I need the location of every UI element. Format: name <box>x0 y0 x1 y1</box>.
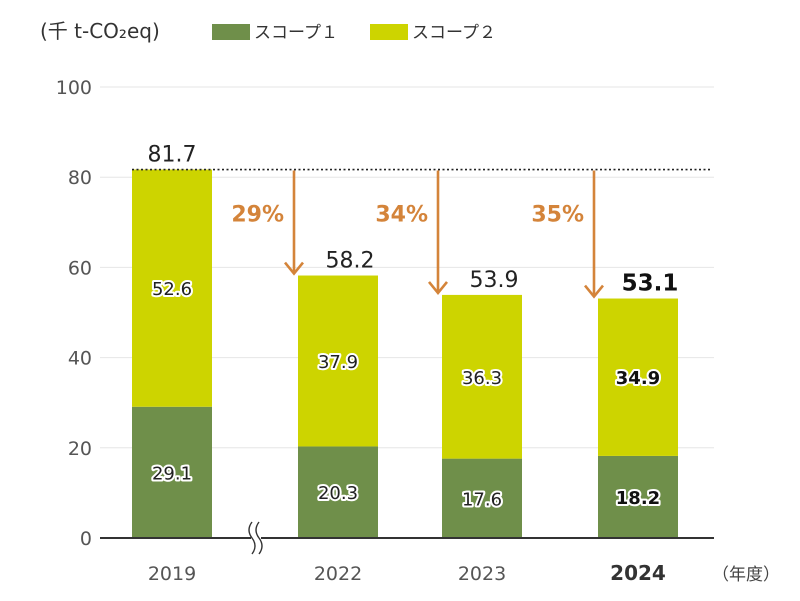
y-tick-80: 80 <box>68 167 92 189</box>
x-tick-2022: 2022 <box>314 563 362 585</box>
segment-label-2022-series2: 37.9 <box>318 352 358 373</box>
segment-labels: 29.1 52.6 20.3 37.9 17.6 36.3 18.2 34.9 <box>150 277 662 512</box>
reduction-arrow-head-2022 <box>283 261 305 276</box>
reduction-arrows: 29% 34% 35% <box>231 170 605 299</box>
bars <box>132 169 678 538</box>
bar-2023-series2 <box>442 294 522 459</box>
x-tick-2024: 2024 <box>610 561 666 585</box>
unit-label: (千 t-CO₂eq) <box>40 19 160 43</box>
reduction-label-2024: 35% <box>531 203 584 228</box>
segment-label-2019-series2: 52.6 <box>152 279 192 300</box>
x-axis <box>100 521 714 555</box>
axis-break-mark-2 <box>255 521 263 555</box>
y-axis-ticks: 0 20 40 60 80 100 <box>56 77 92 550</box>
legend: スコープ１ スコープ２ <box>212 23 496 43</box>
y-tick-40: 40 <box>68 348 92 370</box>
legend-swatch-1 <box>212 24 250 40</box>
legend-swatch-2 <box>370 24 408 40</box>
bar-2022-series2 <box>298 275 378 447</box>
legend-label-2: スコープ２ <box>412 23 496 43</box>
segment-label-2024-series2: 34.9 <box>616 368 660 389</box>
x-axis-ticks: 2019 2022 2023 2024 <box>148 561 666 585</box>
bar-2023-series1 <box>442 458 522 538</box>
segment-label-2023-series2: 36.3 <box>462 368 502 389</box>
bar-2019-series1 <box>132 406 212 538</box>
reduction-arrow-head-2024 <box>583 284 605 299</box>
segment-label-2023-series1: 17.6 <box>462 489 502 510</box>
axis-break-mark-1 <box>248 521 256 555</box>
bar-2019-series2 <box>132 169 212 407</box>
bar-2024-series2 <box>598 298 678 456</box>
x-tick-2023: 2023 <box>458 563 506 585</box>
x-unit-label: （年度） <box>712 565 780 585</box>
reduction-label-2022: 29% <box>231 203 284 228</box>
reduction-label-2023: 34% <box>375 203 428 228</box>
reduction-arrow-head-2023 <box>427 281 449 295</box>
total-labels: 81.7 58.2 53.9 53.1 <box>148 143 679 297</box>
segment-label-2019-series1: 29.1 <box>152 463 192 484</box>
axis-break-gap <box>251 522 261 554</box>
total-label-2023: 53.9 <box>470 268 519 293</box>
segment-label-2024-series1: 18.2 <box>616 488 660 509</box>
total-label-2019: 81.7 <box>148 143 197 168</box>
y-tick-0: 0 <box>80 528 92 550</box>
bar-2024-series1 <box>598 455 678 538</box>
total-label-2024: 53.1 <box>622 271 679 297</box>
total-label-2022: 58.2 <box>326 249 375 274</box>
legend-label-1: スコープ１ <box>254 23 338 43</box>
y-tick-20: 20 <box>68 438 92 460</box>
y-tick-60: 60 <box>68 257 92 279</box>
y-tick-100: 100 <box>56 77 92 99</box>
x-tick-2019: 2019 <box>148 563 196 585</box>
segment-label-2022-series1: 20.3 <box>318 483 358 504</box>
bar-2022-series1 <box>298 446 378 538</box>
